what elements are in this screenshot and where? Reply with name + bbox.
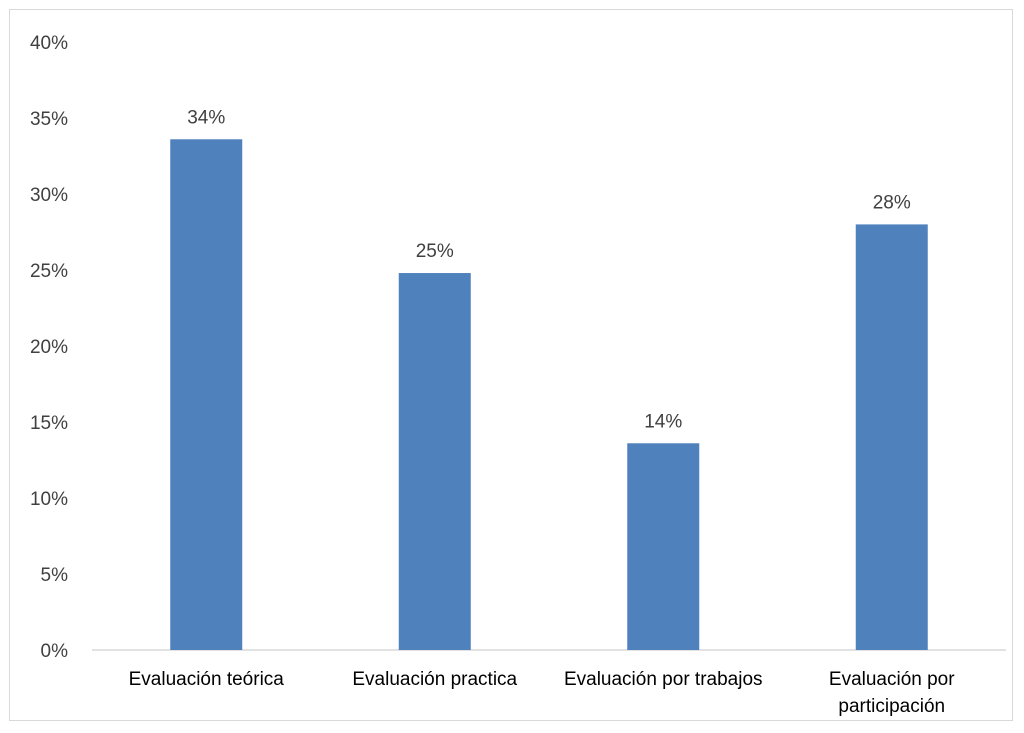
bar-data-label: 14% <box>644 411 682 432</box>
y-tick-label: 0% <box>41 641 69 662</box>
y-tick-label: 25% <box>30 261 68 282</box>
y-tick-label: 15% <box>30 413 68 434</box>
y-tick-label: 10% <box>30 489 68 510</box>
bar <box>627 443 700 650</box>
x-category-label-line: Evaluación por trabajos <box>564 669 763 690</box>
bar-data-label: 25% <box>416 241 454 262</box>
x-category-label-line: participación <box>838 696 945 717</box>
x-category-label: Evaluación practica <box>352 669 517 690</box>
y-tick-label: 40% <box>30 33 68 54</box>
x-category-label: Evaluación por trabajos <box>564 669 763 690</box>
data-labels: 34% 25% 14% 28% <box>187 107 911 432</box>
x-category-label: Evaluación teórica <box>129 669 285 690</box>
bar-data-label: 28% <box>873 192 911 213</box>
x-category-label-line: Evaluación practica <box>352 669 517 690</box>
x-category-label: Evaluación por participación <box>829 669 955 717</box>
y-tick-label: 35% <box>30 109 68 130</box>
y-tick-label: 5% <box>41 565 69 586</box>
y-axis-tick-labels: 0% 5% 10% 15% 20% 25% 30% 35% 40% <box>30 33 68 662</box>
y-tick-label: 20% <box>30 337 68 358</box>
bar <box>170 139 243 650</box>
bars <box>170 139 928 650</box>
x-axis-category-labels: Evaluación teórica Evaluación practica Eva… <box>129 669 956 717</box>
bar <box>855 224 928 650</box>
x-category-label-line: Evaluación teórica <box>129 669 285 690</box>
bar-data-label: 34% <box>187 107 225 128</box>
x-category-label-line: Evaluación por <box>829 669 955 690</box>
y-tick-label: 30% <box>30 185 68 206</box>
bar <box>398 273 471 650</box>
